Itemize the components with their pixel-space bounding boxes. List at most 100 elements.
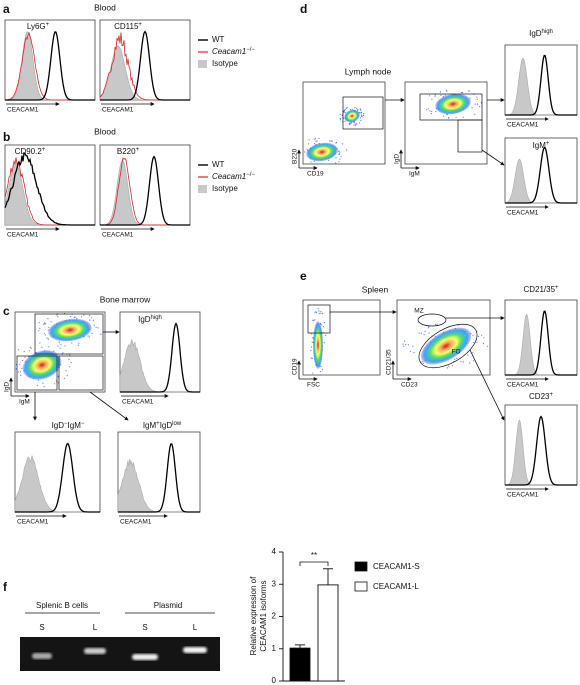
event-dot (57, 345, 59, 347)
significance-bracket (299, 561, 329, 566)
event-dot (48, 346, 50, 348)
significance-label: ** (311, 551, 317, 560)
event-dot (311, 333, 313, 335)
superscript: −/− (246, 47, 255, 53)
event-dot (343, 111, 345, 113)
event-dot (343, 117, 345, 119)
legend-label: Ceacam1−/− (212, 172, 255, 182)
event-dot (431, 110, 433, 112)
event-dot (444, 94, 446, 96)
event-dot (335, 142, 338, 144)
density-cluster (435, 93, 471, 115)
label-part: B220 (117, 147, 136, 156)
event-dot (355, 124, 357, 126)
event-dot (69, 354, 71, 356)
panel-letter: e (300, 269, 307, 283)
event-dot (467, 354, 469, 356)
axis-label: IgM (19, 399, 30, 406)
label-part: IgD (160, 421, 173, 430)
gate (419, 93, 483, 121)
event-dot (356, 123, 358, 125)
event-dot (351, 108, 353, 110)
density-cluster (48, 318, 92, 342)
event-dot (439, 91, 442, 93)
event-dot (479, 105, 481, 108)
event-dot (448, 365, 450, 367)
event-dot (321, 312, 323, 315)
event-dot (360, 111, 363, 113)
event-dot (344, 110, 346, 112)
event-dot (38, 330, 40, 332)
event-dot (57, 376, 59, 378)
bar (317, 584, 339, 682)
axis-label: CD23 (401, 382, 418, 389)
density-cluster (22, 350, 62, 380)
superscript: + (42, 147, 46, 153)
event-dot (93, 324, 95, 326)
legend-swatch (198, 185, 207, 193)
panel-letter: d (300, 2, 307, 16)
label-part: WT (212, 160, 225, 169)
panel-letter: b (3, 130, 10, 144)
event-dot (306, 148, 308, 150)
event-dot (443, 115, 445, 117)
label-part: CD23 (529, 392, 550, 401)
legend-swatch (354, 581, 368, 592)
event-dot (402, 343, 404, 345)
event-dot (359, 108, 361, 110)
event-dot (43, 332, 46, 334)
axis-label: B220 (292, 148, 299, 164)
event-dot (469, 362, 471, 364)
gate (16, 355, 58, 391)
event-dot (320, 365, 322, 367)
event-dot (69, 366, 71, 368)
y-tick-label: 2 (272, 612, 277, 621)
event-dot (325, 334, 327, 337)
panel-letter: a (3, 2, 10, 16)
legend-label: WT (212, 35, 225, 44)
label-part: Ceacam1 (212, 172, 246, 181)
event-dot (349, 123, 351, 125)
event-dot (47, 318, 49, 320)
event-dot (434, 323, 436, 326)
gel-band (32, 653, 52, 659)
label-part: IgM (68, 421, 82, 430)
y-tick-label: 0 (272, 676, 277, 685)
gel (20, 637, 220, 671)
label-part: WT (212, 35, 225, 44)
event-dot (446, 90, 448, 92)
gate (342, 96, 384, 130)
event-dot (71, 342, 73, 344)
density-cluster (313, 321, 323, 369)
lane-label: S (142, 623, 147, 632)
event-dot (63, 377, 65, 379)
event-dot (355, 123, 357, 125)
event-dot (311, 357, 313, 359)
event-dot (360, 117, 362, 119)
histogram-label: CD23+ (529, 392, 553, 402)
event-dot (36, 384, 39, 386)
event-dot (307, 143, 310, 145)
event-dot (315, 311, 317, 313)
axis-label: CEACAM1 (507, 492, 539, 499)
event-dot (320, 312, 322, 314)
event-dot (64, 345, 66, 347)
superscript: + (549, 392, 553, 398)
wt-histogram (15, 442, 100, 513)
axis-label: CEACAM1 (17, 519, 49, 526)
wt-histogram (505, 415, 577, 486)
panel-letter: f (3, 580, 8, 594)
legend-label: WT (212, 160, 225, 169)
event-dot (43, 386, 45, 388)
event-dot (44, 322, 46, 324)
event-dot (428, 327, 430, 329)
gel-band (84, 648, 106, 654)
event-dot (476, 98, 478, 100)
event-dot (435, 111, 437, 113)
axis-label: CD21/35 (386, 349, 393, 375)
event-dot (304, 151, 306, 153)
event-dot (342, 143, 344, 145)
event-dot (474, 103, 476, 105)
event-dot (421, 361, 423, 363)
